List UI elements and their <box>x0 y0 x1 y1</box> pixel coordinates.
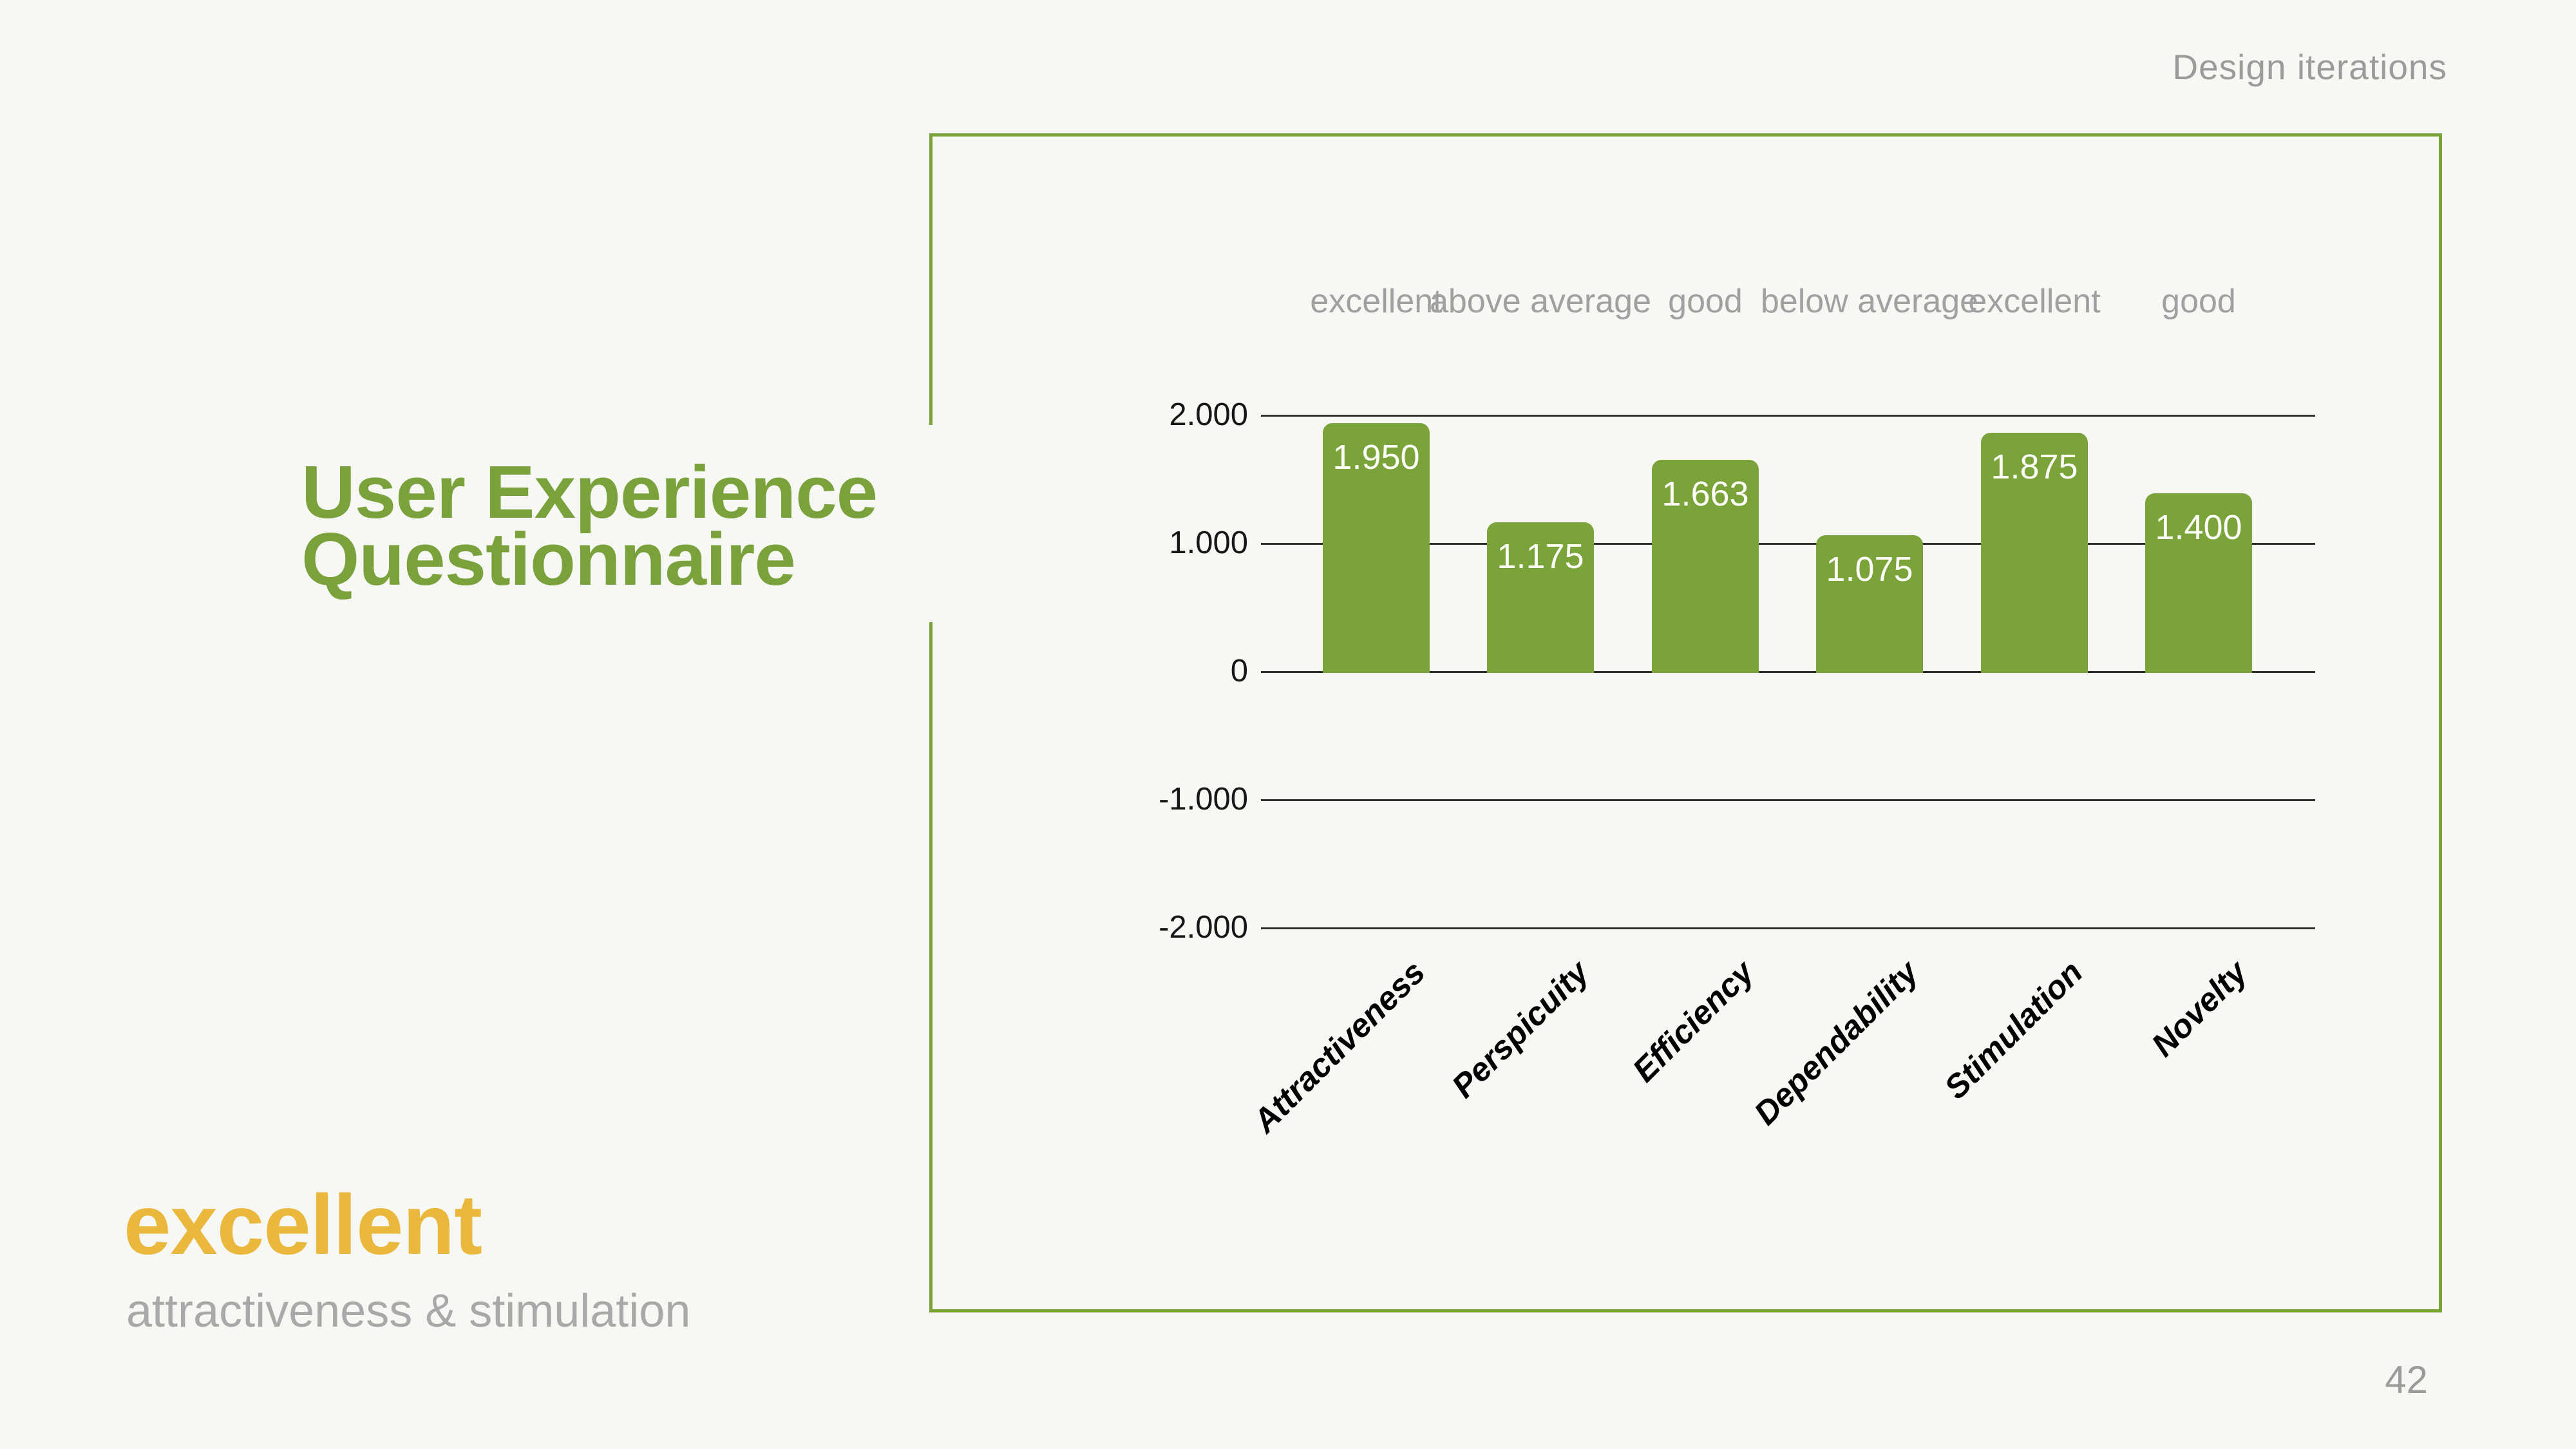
zero-gridline <box>1261 671 2315 673</box>
y-axis-tick: -2.000 <box>1159 910 1248 945</box>
bar-value-label: 1.875 <box>1991 448 2078 486</box>
rating-caption: attractiveness & stimulation <box>126 1285 691 1337</box>
rating-label: above average <box>1429 283 1652 320</box>
bar-efficiency: 1.663 <box>1652 460 1759 673</box>
y-axis-tick: 1.000 <box>1169 526 1248 560</box>
slide-title-line-2: Questionnaire <box>301 517 796 601</box>
gridline <box>1261 415 2315 417</box>
bar-value-label: 1.663 <box>1662 475 1749 513</box>
rating-label: excellent <box>1310 283 1443 320</box>
page-number: 42 <box>2385 1358 2428 1401</box>
category-label: Attractiveness <box>1245 953 1432 1140</box>
slide-title: User Experience Questionnaire <box>301 425 1087 622</box>
bar-value-label: 1.175 <box>1497 537 1584 576</box>
rating-label: good <box>1668 283 1743 320</box>
gridline <box>1261 799 2315 801</box>
bar-novelty: 1.400 <box>2145 493 2252 673</box>
category-label: Stimulation <box>1937 953 2090 1106</box>
y-axis-tick: -1.000 <box>1159 782 1248 817</box>
category-label: Perspicuity <box>1444 953 1596 1105</box>
category-label: Efficiency <box>1625 953 1761 1089</box>
category-label: Dependability <box>1747 953 1926 1132</box>
bar-dependability: 1.075 <box>1816 535 1923 673</box>
bar-attractiveness: 1.950 <box>1323 423 1430 673</box>
gridline <box>1261 543 2315 545</box>
y-axis-tick: 2.000 <box>1169 397 1248 432</box>
chart-panel: 2.000 1.000 0 -1.000 -2.000 1.950 excellent Att… <box>929 133 2442 1312</box>
rating-label: excellent <box>1968 283 2101 320</box>
bar-stimulation: 1.875 <box>1981 433 2088 673</box>
bar-value-label: 1.075 <box>1826 550 1913 589</box>
category-label: Novelty <box>2144 953 2255 1064</box>
gridline <box>1261 927 2315 929</box>
overall-rating: excellent <box>124 1177 482 1272</box>
rating-label: good <box>2161 283 2236 320</box>
slide-title-line-1: User Experience <box>301 450 878 534</box>
bar-value-label: 1.400 <box>2155 508 2242 547</box>
bar-perspicuity: 1.175 <box>1487 522 1594 673</box>
y-axis-tick: 0 <box>1230 654 1248 688</box>
design-iterations-label: Design iterations <box>2172 47 2447 87</box>
bar-value-label: 1.950 <box>1332 438 1420 477</box>
rating-label: below average <box>1760 283 1979 320</box>
